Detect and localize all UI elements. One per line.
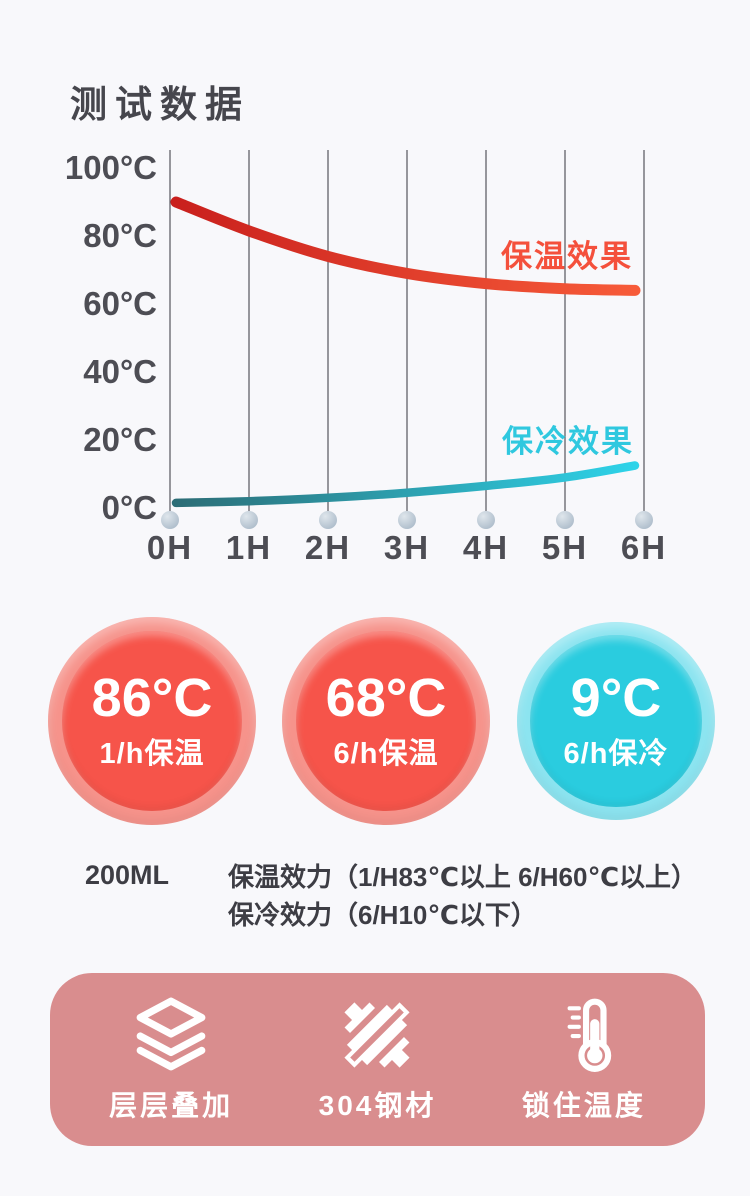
heat-efficiency-line: 保温效力（1/H83℃以上 6/H60℃以上）	[228, 862, 697, 892]
axis-dot	[240, 511, 258, 529]
badge-temp: 86°C	[91, 667, 213, 728]
feature-layers: 层层叠加	[68, 996, 274, 1124]
axis-dot	[477, 511, 495, 529]
axis-dot	[398, 511, 416, 529]
series-curve-1	[171, 461, 640, 508]
x-tick-label: 4H	[463, 529, 509, 566]
series-label-1: 保冷效果	[502, 424, 634, 459]
y-tick-label: 80°C	[83, 217, 157, 254]
axis-dot	[556, 511, 574, 529]
badge-temp: 9°C	[570, 667, 662, 728]
x-tick-label: 1H	[226, 529, 272, 566]
x-tick-label: 3H	[384, 529, 430, 566]
page-title: 测试数据	[70, 84, 250, 125]
temperature-test-chart: 0H 1H 2H 3H 4H 5H 6H 0°C 20°C 40°C 60°C 80°C 100°C 保温…	[65, 149, 667, 566]
feature-label: 304钢材	[318, 1089, 437, 1121]
axis-dot	[635, 511, 653, 529]
x-tick-label: 2H	[305, 529, 351, 566]
series-label-0: 保温效果	[501, 239, 633, 274]
x-tick-label: 0H	[147, 529, 193, 566]
badge-temp: 68°C	[325, 667, 447, 728]
x-tick-label: 5H	[542, 529, 588, 566]
badge-6h-cold: 9°C 6/h保冷	[517, 622, 715, 820]
feature-label: 锁住温度	[521, 1089, 646, 1121]
feature-temperature: 锁住温度	[481, 996, 687, 1124]
badge-1h-heat: 86°C 1/h保温	[48, 617, 256, 825]
efficiency-description: 保温效力（1/H83℃以上 6/H60℃以上） 保冷效力（6/H10℃以下）	[228, 858, 697, 934]
volume-label: 200ML	[85, 860, 170, 890]
y-tick-label: 60°C	[83, 285, 157, 322]
axis-dot	[319, 511, 337, 529]
y-tick-label: 0°C	[102, 489, 157, 526]
badge-label: 1/h保温	[99, 738, 205, 771]
axis-dot	[161, 511, 179, 529]
feature-label: 层层叠加	[109, 1089, 234, 1121]
badge-label: 6/h保温	[333, 738, 439, 771]
thermometer-icon	[567, 998, 612, 1072]
feature-steel: 304钢材	[274, 995, 480, 1124]
layers-icon	[136, 997, 206, 1070]
steel-icon	[338, 995, 417, 1074]
y-tick-label: 20°C	[83, 421, 157, 458]
badge-label: 6/h保冷	[563, 738, 669, 771]
series-curve-0	[170, 196, 641, 296]
cold-efficiency-line: 保冷效力（6/H10℃以下）	[228, 900, 537, 930]
x-tick-label: 6H	[621, 529, 667, 566]
badge-6h-heat: 68°C 6/h保温	[282, 617, 490, 825]
y-tick-label: 100°C	[65, 149, 157, 186]
y-tick-label: 40°C	[83, 353, 157, 390]
feature-strip: 层层叠加 304钢材 锁住温度	[50, 973, 705, 1146]
